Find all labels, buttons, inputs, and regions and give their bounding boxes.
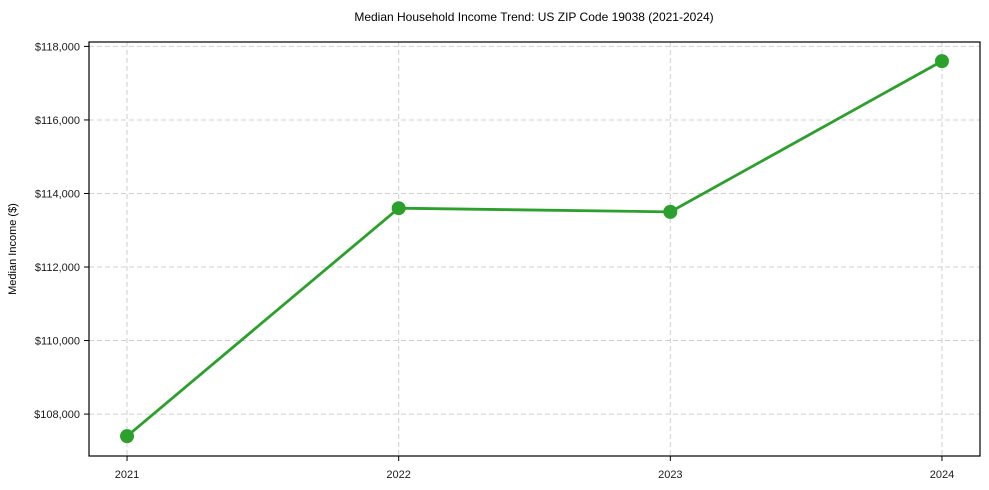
data-point (120, 429, 135, 444)
y-tick-label: $112,000 (35, 262, 80, 274)
y-tick-label: $116,000 (35, 115, 80, 127)
x-tick-label: 2023 (658, 469, 682, 481)
x-tick-label: 2024 (930, 469, 954, 481)
trend-line (125, 59, 944, 438)
y-tick-label: $110,000 (35, 336, 80, 348)
data-point (391, 201, 406, 216)
chart-title: Median Household Income Trend: US ZIP Co… (354, 10, 713, 24)
y-axis-label: Median Income ($) (7, 203, 19, 295)
data-point (663, 204, 678, 219)
x-tick-label: 2021 (115, 469, 139, 481)
y-tick-label: $118,000 (35, 41, 80, 53)
axes-border (88, 41, 981, 457)
plot-area: $108,000 $110,000 $112,000 $114,000 $116,000… (34, 41, 981, 481)
y-tick-label: $114,000 (35, 188, 80, 200)
data-point (934, 54, 949, 69)
x-tick-label: 2022 (386, 469, 410, 481)
y-tick-label: $108,000 (34, 409, 80, 421)
